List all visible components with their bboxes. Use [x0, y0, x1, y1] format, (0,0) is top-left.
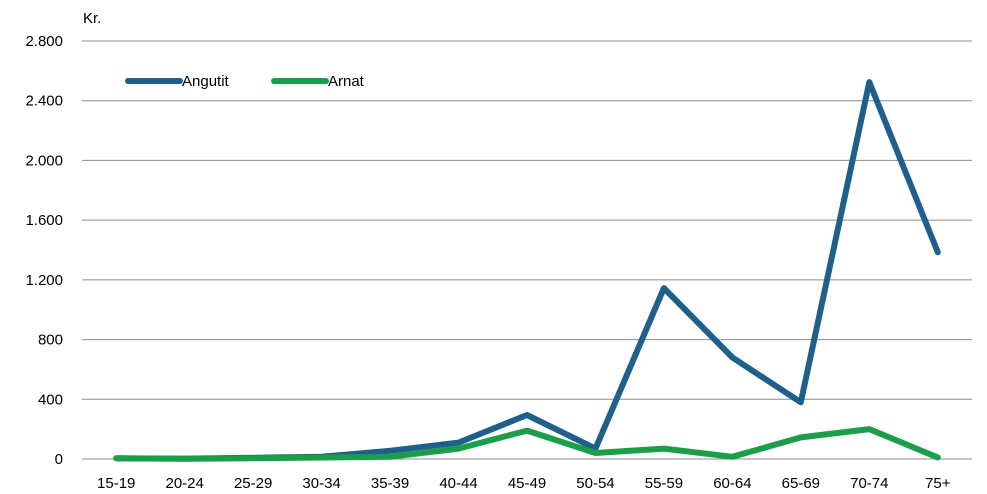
- y-tick-label: 2.000: [25, 152, 63, 169]
- y-unit-label: Kr.: [83, 10, 101, 27]
- y-tick-label: 2.400: [25, 93, 63, 110]
- y-tick-label: 400: [38, 391, 63, 408]
- legend-label: Arnat: [328, 73, 365, 90]
- x-axis: 15-19 20-24 25-29 30-34 35-39 40-44 45-49 50-54…: [97, 475, 951, 492]
- x-tick-label: 15-19: [97, 475, 135, 492]
- legend: Angutit Arnat: [125, 73, 365, 90]
- x-tick-label: 40-44: [439, 475, 477, 492]
- y-tick-label: 800: [38, 332, 63, 349]
- series-layer: [113, 79, 941, 462]
- y-tick-label: 0: [55, 451, 63, 468]
- series-line-angutit: [113, 79, 941, 462]
- x-tick-label: 55-59: [645, 475, 683, 492]
- y-tick-label: 1.200: [25, 272, 63, 289]
- y-tick-label: 1.600: [25, 212, 63, 229]
- x-tick-label: 45-49: [508, 475, 546, 492]
- legend-label: Angutit: [182, 73, 230, 90]
- x-tick-label: 75+: [925, 475, 951, 492]
- x-tick-label: 20-24: [166, 475, 204, 492]
- x-tick-label: 60-64: [713, 475, 751, 492]
- x-tick-label: 25-29: [234, 475, 272, 492]
- x-tick-label: 70-74: [850, 475, 888, 492]
- x-tick-label: 30-34: [302, 475, 340, 492]
- grid-layer: [82, 40, 972, 460]
- x-tick-label: 50-54: [576, 475, 614, 492]
- y-tick-label: 2.800: [25, 33, 63, 50]
- y-axis: 0 400 800 1.200 1.600 2.000 2.400 2.800: [25, 33, 63, 468]
- x-tick-label: 65-69: [782, 475, 820, 492]
- series-line-arnat: [113, 426, 941, 462]
- x-tick-label: 35-39: [371, 475, 409, 492]
